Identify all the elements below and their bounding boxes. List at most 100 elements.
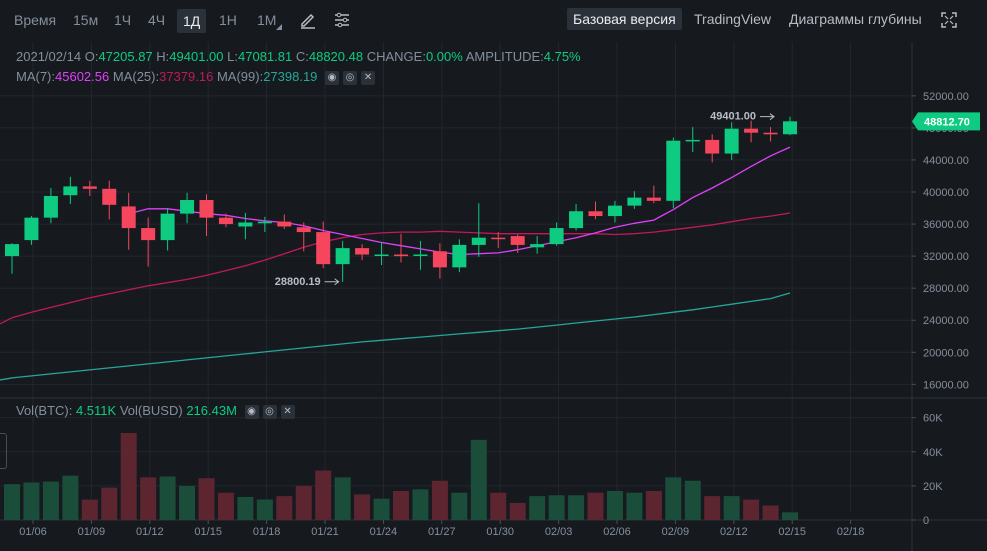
vol-settings-icon[interactable]: ◎ (262, 404, 277, 419)
candle-body[interactable] (783, 121, 797, 135)
volume-bar[interactable] (509, 502, 526, 520)
candle-body[interactable] (394, 254, 408, 257)
candle-body[interactable] (5, 244, 19, 257)
candle-body[interactable] (763, 132, 778, 135)
volume-bar[interactable] (548, 495, 565, 520)
volume-bar[interactable] (568, 495, 585, 520)
volume-bar[interactable] (276, 496, 293, 520)
dropdown-corner-icon[interactable] (276, 24, 282, 30)
settings-icon[interactable]: ◎ (343, 70, 358, 85)
collapse-handle[interactable] (0, 433, 7, 469)
volume-bar[interactable] (373, 498, 390, 520)
volume-bar[interactable] (23, 482, 40, 520)
candle-body[interactable] (452, 244, 467, 268)
candle-body[interactable] (491, 237, 506, 240)
candle-body[interactable] (160, 213, 175, 241)
volume-bar[interactable] (237, 496, 254, 520)
candle-body[interactable] (24, 217, 39, 241)
candle-body[interactable] (199, 200, 214, 218)
candle-body[interactable] (432, 251, 447, 268)
volume-bar[interactable] (62, 475, 79, 520)
candle-body[interactable] (238, 222, 253, 227)
interval-1m[interactable]: 1М (257, 12, 277, 28)
volume-bar[interactable] (470, 439, 487, 520)
candle-body[interactable] (218, 217, 233, 225)
eye-icon[interactable]: ◉ (325, 70, 340, 85)
candle-body[interactable] (257, 221, 272, 224)
interval-4h[interactable]: 4Ч (148, 12, 166, 28)
candle-body[interactable] (141, 228, 156, 241)
candle-body[interactable] (296, 227, 311, 233)
volume-bar[interactable] (587, 492, 604, 520)
volume-bar[interactable] (179, 485, 196, 520)
volume-bar[interactable] (295, 485, 312, 520)
candle-body[interactable] (121, 206, 136, 229)
volume-bar[interactable] (529, 496, 546, 520)
volume-bar[interactable] (606, 491, 623, 520)
candle-body[interactable] (744, 128, 759, 133)
volume-bar[interactable] (431, 480, 448, 520)
candle-body[interactable] (82, 186, 97, 189)
volume-bar[interactable] (626, 492, 643, 520)
volume-bar[interactable] (4, 484, 20, 520)
interval-1h[interactable]: 1Ч (114, 12, 132, 28)
interval-15m[interactable]: 15м (73, 12, 99, 28)
candle-body[interactable] (277, 221, 292, 227)
volume-bar[interactable] (42, 481, 59, 520)
candle-body[interactable] (335, 248, 350, 265)
fullscreen-icon[interactable] (940, 11, 958, 29)
volume-bar[interactable] (704, 496, 721, 520)
candle-body[interactable] (510, 236, 525, 245)
close-icon[interactable]: ✕ (361, 70, 376, 85)
candle-body[interactable] (627, 197, 642, 206)
volume-bar[interactable] (217, 492, 234, 520)
candle-body[interactable] (43, 196, 58, 218)
candle-body[interactable] (355, 248, 370, 255)
candle-body[interactable] (180, 200, 195, 214)
volume-bar[interactable] (198, 478, 215, 520)
settings-sliders-icon[interactable] (333, 11, 351, 29)
volume-bar[interactable] (159, 476, 176, 521)
price-chart[interactable]: 49401.0028800.1952000.0048000.0044000.00… (0, 42, 987, 551)
view-tradingview[interactable]: TradingView (694, 11, 772, 27)
volume-bar[interactable] (120, 433, 137, 520)
interval-1d[interactable]: 1Д (177, 9, 207, 33)
volume-bar[interactable] (743, 499, 760, 520)
volume-bar[interactable] (334, 477, 351, 520)
candle-body[interactable] (646, 197, 661, 201)
view-basic[interactable]: Базовая версия (567, 8, 682, 30)
volume-bar[interactable] (645, 491, 662, 520)
volume-bar[interactable] (684, 480, 701, 520)
candle-body[interactable] (316, 232, 331, 265)
candle-body[interactable] (549, 228, 564, 245)
candle-body[interactable] (607, 205, 622, 217)
candle-body[interactable] (666, 140, 681, 201)
volume-bar[interactable] (101, 487, 118, 520)
volume-bar[interactable] (354, 494, 371, 520)
candle-body[interactable] (685, 139, 700, 142)
vol-eye-icon[interactable]: ◉ (244, 404, 259, 419)
volume-bar[interactable] (490, 492, 507, 520)
volume-bar[interactable] (782, 512, 798, 520)
candle-body[interactable] (705, 139, 720, 154)
interval-1w[interactable]: 1Н (219, 12, 237, 28)
volume-bar[interactable] (451, 492, 468, 520)
volume-bar[interactable] (762, 505, 779, 521)
candle-body[interactable] (413, 254, 428, 257)
volume-bar[interactable] (140, 477, 157, 520)
vol-close-icon[interactable]: ✕ (280, 404, 295, 419)
volume-bar[interactable] (665, 477, 682, 520)
candle-body[interactable] (471, 237, 486, 245)
pencil-icon[interactable] (299, 11, 317, 29)
candle-body[interactable] (530, 244, 545, 248)
volume-bar[interactable] (393, 491, 409, 520)
volume-bar[interactable] (81, 499, 98, 520)
candle-body[interactable] (102, 188, 117, 205)
candle-body[interactable] (63, 186, 78, 196)
volume-bar[interactable] (256, 499, 273, 520)
candle-body[interactable] (588, 211, 603, 217)
view-depth[interactable]: Диаграммы глубины (789, 11, 922, 27)
candle-body[interactable] (374, 254, 389, 257)
volume-bar[interactable] (723, 496, 740, 520)
volume-bar[interactable] (315, 470, 332, 520)
